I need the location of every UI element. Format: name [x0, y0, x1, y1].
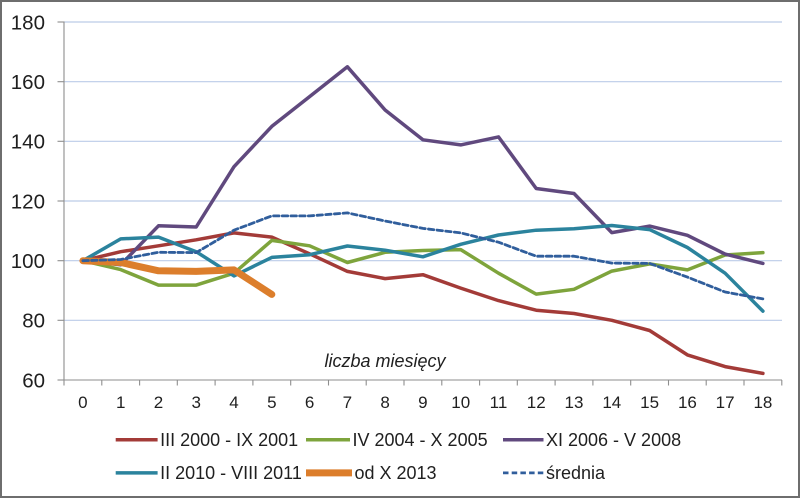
svg-text:16: 16	[678, 393, 697, 412]
svg-text:3: 3	[191, 393, 200, 412]
svg-text:1: 1	[116, 393, 125, 412]
svg-text:12: 12	[527, 393, 546, 412]
svg-text:140: 140	[11, 131, 45, 154]
svg-text:4: 4	[229, 393, 238, 412]
svg-text:13: 13	[565, 393, 584, 412]
svg-text:80: 80	[22, 310, 45, 333]
svg-text:160: 160	[11, 71, 45, 94]
svg-text:180: 180	[11, 11, 45, 34]
svg-text:0: 0	[78, 393, 87, 412]
svg-text:18: 18	[753, 393, 772, 412]
svg-text:11: 11	[490, 393, 508, 412]
svg-text:6: 6	[305, 393, 314, 412]
svg-text:100: 100	[11, 250, 45, 273]
svg-text:IV 2004 - X 2005: IV 2004 - X 2005	[353, 430, 488, 450]
svg-text:14: 14	[602, 393, 621, 412]
svg-text:15: 15	[640, 393, 659, 412]
svg-text:od X 2013: od X 2013	[355, 463, 437, 483]
svg-text:9: 9	[418, 393, 427, 412]
svg-text:8: 8	[380, 393, 389, 412]
svg-text:XI 2006 - V 2008: XI 2006 - V 2008	[546, 430, 681, 450]
svg-text:5: 5	[267, 393, 276, 412]
svg-text:10: 10	[451, 393, 470, 412]
svg-text:17: 17	[716, 393, 735, 412]
svg-text:średnia: średnia	[546, 463, 606, 483]
svg-text:II 2010 - VIII 2011: II 2010 - VIII 2011	[160, 463, 302, 483]
svg-text:60: 60	[22, 369, 45, 392]
svg-text:7: 7	[343, 393, 352, 412]
svg-text:III 2000 - IX 2001: III 2000 - IX 2001	[160, 430, 298, 450]
svg-text:120: 120	[11, 190, 45, 213]
svg-text:2: 2	[154, 393, 163, 412]
svg-text:liczba miesięcy: liczba miesięcy	[324, 351, 446, 371]
